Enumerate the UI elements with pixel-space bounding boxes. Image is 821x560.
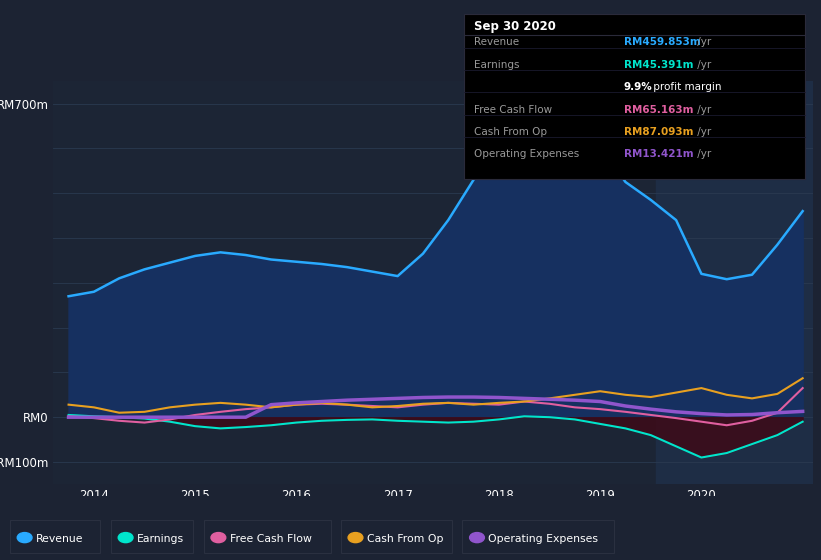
Text: Operating Expenses: Operating Expenses bbox=[474, 150, 579, 160]
Text: /yr: /yr bbox=[694, 150, 711, 160]
Text: Cash From Op: Cash From Op bbox=[474, 127, 547, 137]
Text: /yr: /yr bbox=[694, 127, 711, 137]
Text: Cash From Op: Cash From Op bbox=[367, 534, 443, 544]
Text: RM13.421m: RM13.421m bbox=[624, 150, 694, 160]
Text: Operating Expenses: Operating Expenses bbox=[488, 534, 599, 544]
Text: /yr: /yr bbox=[694, 60, 711, 70]
Text: RM45.391m: RM45.391m bbox=[624, 60, 694, 70]
Text: profit margin: profit margin bbox=[650, 82, 722, 92]
Text: Sep 30 2020: Sep 30 2020 bbox=[474, 20, 556, 32]
Text: RM459.853m: RM459.853m bbox=[624, 38, 700, 48]
Text: Free Cash Flow: Free Cash Flow bbox=[230, 534, 312, 544]
Text: RM65.163m: RM65.163m bbox=[624, 105, 694, 115]
Bar bbox=[656, 81, 821, 484]
Text: Earnings: Earnings bbox=[137, 534, 184, 544]
Text: Free Cash Flow: Free Cash Flow bbox=[474, 105, 552, 115]
Text: /yr: /yr bbox=[694, 38, 711, 48]
Text: 9.9%: 9.9% bbox=[624, 82, 653, 92]
Text: /yr: /yr bbox=[694, 105, 711, 115]
Text: Revenue: Revenue bbox=[36, 534, 84, 544]
Text: Revenue: Revenue bbox=[474, 38, 519, 48]
Text: RM87.093m: RM87.093m bbox=[624, 127, 694, 137]
Text: Earnings: Earnings bbox=[474, 60, 519, 70]
